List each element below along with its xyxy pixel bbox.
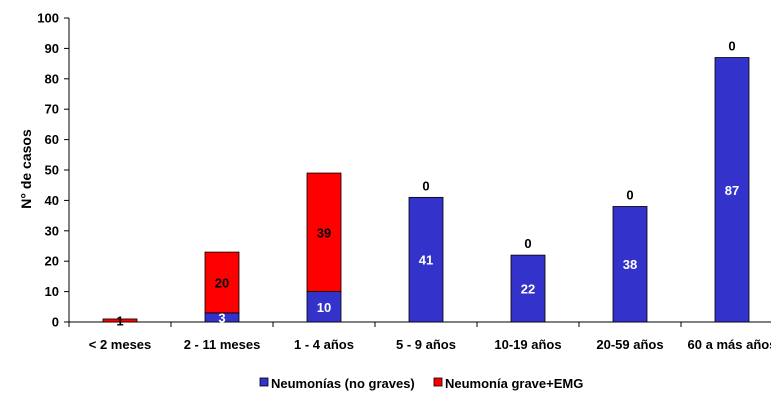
bar-segment — [612, 206, 648, 323]
y-tick-label: 10 — [45, 284, 59, 299]
bar-segment — [408, 196, 444, 323]
data-label: 3 — [218, 310, 225, 325]
data-label: 10 — [317, 300, 331, 315]
x-tick-label: 60 a más años — [688, 337, 771, 352]
data-label: 1 — [116, 313, 123, 328]
data-label: 22 — [521, 282, 535, 297]
data-label: 20 — [215, 275, 229, 290]
x-tick-label: < 2 meses — [89, 337, 152, 352]
bar-segment — [306, 172, 342, 292]
bar-segment — [306, 291, 342, 323]
data-label: 38 — [623, 257, 637, 272]
legend-swatch — [259, 377, 269, 387]
y-tick-label: 60 — [45, 132, 59, 147]
bar-segment — [204, 251, 240, 314]
bar-segment — [102, 318, 138, 323]
y-tick-label: 40 — [45, 193, 59, 208]
bar-segment — [714, 57, 750, 323]
data-label: 0 — [524, 236, 531, 251]
x-tick-label: 2 - 11 meses — [184, 337, 261, 352]
y-tick-label: 30 — [45, 223, 59, 238]
y-tick-label: 20 — [45, 254, 59, 269]
y-tick-label: 50 — [45, 163, 59, 178]
y-tick-label: 70 — [45, 102, 59, 117]
data-label: 0 — [728, 39, 735, 54]
data-label: 0 — [422, 178, 429, 193]
y-tick-label: 100 — [37, 11, 59, 26]
y-tick-label: 90 — [45, 41, 59, 56]
y-axis-title: N° de casos — [18, 129, 34, 209]
x-tick-label: 10-19 años — [494, 337, 561, 352]
data-label: 39 — [317, 225, 331, 240]
y-tick-label: 80 — [45, 71, 59, 86]
data-label: 87 — [725, 183, 739, 198]
data-label: 0 — [626, 187, 633, 202]
y-tick-label: 0 — [52, 315, 59, 330]
legend-label: Neumonías (no graves) — [271, 376, 415, 391]
legend-swatch — [433, 377, 443, 387]
x-tick-label: 5 - 9 años — [396, 337, 456, 352]
data-label: 41 — [419, 253, 433, 268]
legend-label: Neumonía grave+EMG — [445, 376, 583, 391]
x-tick-label: 20-59 años — [596, 337, 663, 352]
bar-segment — [510, 254, 546, 323]
x-tick-label: 1 - 4 años — [294, 337, 354, 352]
